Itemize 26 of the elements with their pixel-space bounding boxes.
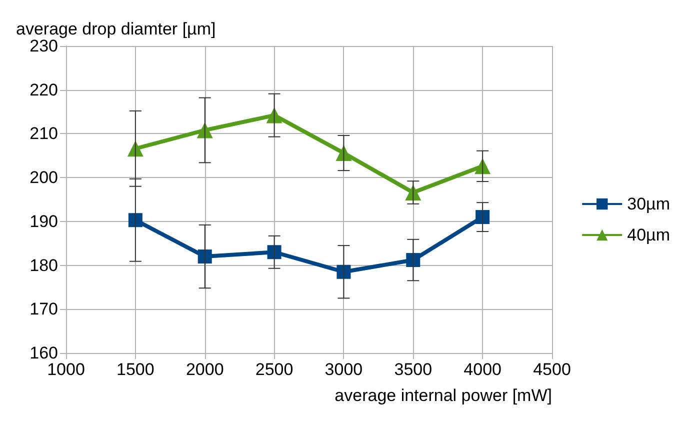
y-axis-title: average drop diamter [µm] (16, 20, 216, 39)
point (128, 213, 142, 228)
x-tick-label: 3000 (324, 360, 363, 379)
y-tick-label: 210 (30, 124, 58, 144)
y-tick-label: 220 (30, 80, 58, 100)
x-tick-label: 4500 (533, 360, 571, 379)
point (336, 264, 351, 279)
point (476, 210, 490, 224)
point (267, 245, 282, 260)
legend-label: 30µm (627, 194, 670, 214)
x-tick-label: 1500 (116, 360, 154, 379)
x-tick-label: 3500 (394, 360, 432, 379)
point (406, 253, 420, 268)
x-tick-label: 1000 (47, 360, 85, 379)
y-tick-label: 200 (30, 168, 58, 188)
x-tick-label: 4000 (464, 360, 502, 379)
legend-label: 40µm (627, 226, 670, 244)
y-tick-label: 170 (30, 300, 58, 319)
y-tick-label: 160 (30, 344, 58, 362)
y-tick-label: 230 (30, 36, 58, 56)
x-axis-title: average internal power [mW] (334, 386, 552, 405)
y-tick-label: 190 (30, 212, 58, 231)
x-tick-label: 2000 (186, 360, 224, 379)
x-tick-label: 2500 (255, 360, 294, 379)
y-tick-label: 180 (30, 256, 58, 275)
point (198, 250, 212, 264)
